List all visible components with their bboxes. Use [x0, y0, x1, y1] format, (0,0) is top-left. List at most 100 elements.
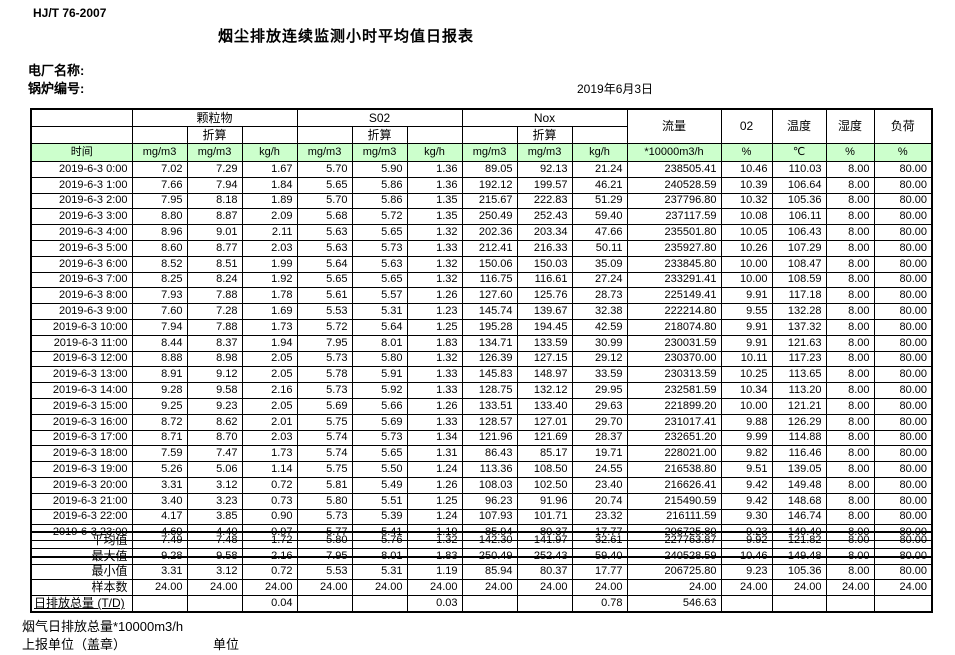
value-cell: 5.63: [296, 239, 353, 257]
value-cell: 215.67: [461, 192, 518, 210]
value-cell: 8.77: [186, 239, 243, 257]
value-cell: 80.00: [873, 161, 933, 178]
value-cell: 9.42: [720, 476, 773, 494]
summary-value: 9.92: [720, 531, 773, 549]
summary-row: 最小值 3.31 3.12 0.72 5.53 5.31 1.19 85.94 80.37 17.…: [30, 563, 933, 581]
summary-value: 24.00: [461, 579, 518, 597]
summary-value: 1.83: [406, 547, 463, 565]
value-cell: 8.44: [131, 334, 188, 352]
value-cell: 5.68: [296, 208, 353, 226]
unit-header: kg/h: [571, 143, 628, 162]
value-cell: 5.73: [351, 429, 408, 447]
value-cell: 80.00: [873, 413, 933, 431]
value-cell: 240528.59: [626, 176, 722, 194]
subheader-blank: [406, 126, 463, 144]
value-cell: 235501.80: [626, 224, 722, 241]
value-cell: 8.00: [825, 397, 875, 415]
value-cell: 29.63: [571, 397, 628, 415]
value-cell: 8.18: [186, 192, 243, 210]
value-cell: 225149.41: [626, 287, 722, 305]
value-cell: 8.96: [131, 224, 188, 241]
value-cell: 91.96: [516, 492, 573, 510]
summary-row: 最大值 9.28 9.58 2.16 7.95 8.01 1.83 250.49 252.43 5…: [30, 547, 933, 565]
value-cell: 5.65: [296, 271, 353, 289]
time-cell: 2019-6-3 21:00: [30, 492, 133, 510]
value-cell: 8.00: [825, 476, 875, 494]
value-cell: 32.38: [571, 303, 628, 320]
summary-value: 240528.59: [626, 547, 722, 565]
value-cell: 126.29: [771, 413, 827, 431]
value-cell: 8.00: [825, 303, 875, 320]
value-cell: 8.00: [825, 508, 875, 526]
summary-value: [873, 595, 933, 613]
value-cell: 106.43: [771, 224, 827, 241]
value-cell: 108.47: [771, 255, 827, 273]
value-cell: 5.65: [351, 224, 408, 241]
value-cell: 1.25: [406, 318, 463, 336]
value-cell: 5.81: [296, 476, 353, 494]
value-cell: 1.23: [406, 303, 463, 320]
value-cell: 8.70: [186, 429, 243, 447]
value-cell: 1.31: [406, 445, 463, 463]
value-cell: 110.03: [771, 161, 827, 178]
summary-value: 17.77: [571, 563, 628, 581]
value-cell: 3.40: [131, 492, 188, 510]
value-cell: 8.00: [825, 176, 875, 194]
value-cell: 5.66: [351, 397, 408, 415]
value-cell: 8.00: [825, 461, 875, 478]
value-cell: 9.91: [720, 318, 773, 336]
value-cell: 128.57: [461, 413, 518, 431]
unit-header: mg/m3: [131, 143, 188, 162]
value-cell: 80.00: [873, 192, 933, 210]
time-cell: 2019-6-3 15:00: [30, 397, 133, 415]
value-cell: 80.00: [873, 318, 933, 336]
summary-value: 24.00: [296, 579, 353, 597]
value-cell: 4.17: [131, 508, 188, 526]
value-cell: 9.82: [720, 445, 773, 463]
summary-value: 8.01: [351, 547, 408, 565]
value-cell: 8.72: [131, 413, 188, 431]
value-cell: 127.15: [516, 350, 573, 368]
hour-row: 2019-6-3 20:00 3.31 3.12 0.72 5.81 5.49 1.26 10…: [30, 476, 933, 494]
value-cell: 8.25: [131, 271, 188, 289]
value-cell: 203.34: [516, 224, 573, 241]
value-cell: 1.69: [241, 303, 298, 320]
summary-value: [186, 595, 243, 613]
value-cell: 24.55: [571, 461, 628, 478]
value-cell: 150.06: [461, 255, 518, 273]
value-cell: 134.71: [461, 334, 518, 352]
value-cell: 5.26: [131, 461, 188, 478]
value-cell: 80.00: [873, 476, 933, 494]
summary-value: [461, 595, 518, 613]
summary-value: 0.72: [241, 563, 298, 581]
value-cell: 27.24: [571, 271, 628, 289]
value-cell: 228021.00: [626, 445, 722, 463]
summary-value: 546.63: [626, 595, 722, 613]
report-date: 2019年6月3日: [577, 82, 654, 96]
value-cell: 85.17: [516, 445, 573, 463]
value-cell: 5.78: [296, 366, 353, 384]
value-cell: 5.74: [296, 445, 353, 463]
time-cell: 2019-6-3 8:00: [30, 287, 133, 305]
value-cell: 5.73: [296, 350, 353, 368]
value-cell: 221899.20: [626, 397, 722, 415]
value-cell: 5.75: [296, 461, 353, 478]
value-cell: 51.29: [571, 192, 628, 210]
value-cell: 107.93: [461, 508, 518, 526]
value-cell: 5.65: [296, 176, 353, 194]
time-cell: 2019-6-3 19:00: [30, 461, 133, 478]
summary-value: 121.82: [771, 531, 827, 549]
value-cell: 2.03: [241, 239, 298, 257]
value-cell: 116.46: [771, 445, 827, 463]
value-cell: 1.73: [241, 445, 298, 463]
value-cell: 29.70: [571, 413, 628, 431]
time-cell: 2019-6-3 10:00: [30, 318, 133, 336]
value-cell: 9.99: [720, 429, 773, 447]
summary-value: 7.49: [131, 531, 188, 549]
unit-header: *10000m3/h: [626, 143, 722, 162]
value-cell: 3.85: [186, 508, 243, 526]
value-cell: 9.91: [720, 334, 773, 352]
value-cell: 35.09: [571, 255, 628, 273]
value-cell: 59.40: [571, 208, 628, 226]
value-cell: 5.70: [296, 192, 353, 210]
